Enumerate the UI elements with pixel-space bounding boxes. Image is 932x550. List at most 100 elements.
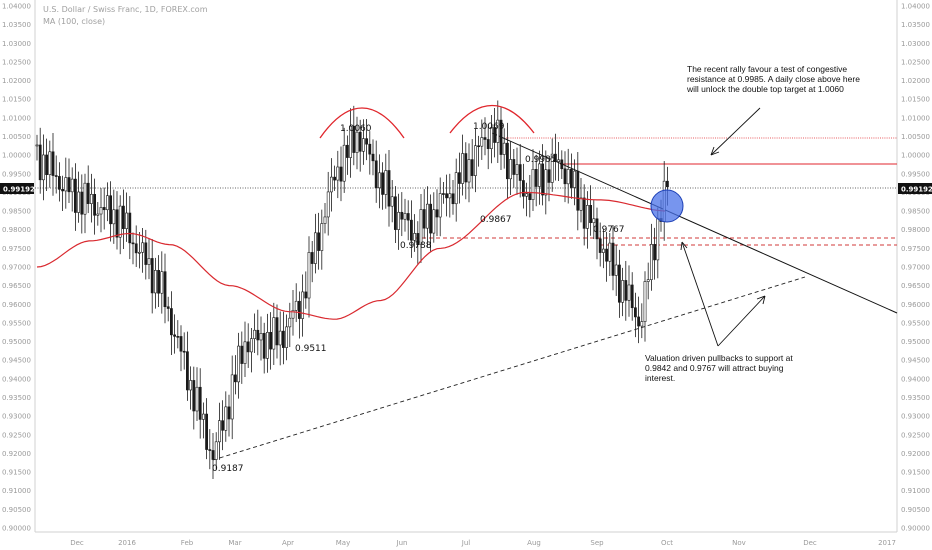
x-tick-label: Oct [661, 539, 673, 547]
candle-body [339, 166, 343, 182]
y-tick-label: 1.03000 [901, 40, 930, 48]
candle-body [202, 413, 205, 420]
candle-body [102, 207, 106, 211]
candle-body [374, 160, 378, 189]
left-price-axis[interactable]: 1.04000 1.03500 1.03000 1.02500 1.02000 1.015… [2, 3, 31, 533]
candle-body [147, 258, 151, 265]
candle-body [601, 248, 605, 253]
y-tick-label: 0.98000 [901, 226, 930, 234]
candle-body [349, 125, 353, 158]
candle-body [253, 329, 257, 339]
candle-body [665, 180, 669, 188]
resistance-arrow [710, 107, 761, 156]
support-annotation: Valuation driven pullbacks to support at… [645, 353, 793, 383]
y-tick-label: 0.94000 [901, 375, 930, 383]
y-tick-label: 0.98500 [901, 208, 930, 216]
candle-body [294, 300, 298, 311]
candle-body [486, 139, 490, 149]
candle-body [441, 193, 445, 195]
descending-trendline [491, 132, 898, 314]
right-price-axis[interactable]: 1.04000 1.03500 1.03000 1.02500 1.02000 1.015… [901, 3, 930, 533]
y-tick-label: 0.98500 [2, 208, 31, 216]
x-tick-label: 2017 [878, 539, 896, 547]
y-tick-label: 0.96500 [901, 282, 930, 290]
candle-body [451, 193, 455, 205]
candle-body [326, 191, 330, 218]
candle-body [74, 178, 77, 213]
candle-body [633, 307, 637, 318]
y-tick-label: 1.03500 [2, 21, 31, 29]
candle-body [643, 281, 647, 322]
candle-body [329, 176, 333, 193]
y-tick-label: 0.92000 [901, 450, 930, 458]
support-arrows [680, 241, 766, 347]
y-tick-label: 0.94500 [901, 357, 930, 365]
candle-body [438, 193, 442, 218]
chart-symbol-title: U.S. Dollar / Swiss Franc, 1D, FOREX.com [43, 5, 208, 14]
svg-text:will unlock the double top tar: will unlock the double top target at 1.0… [686, 84, 844, 94]
x-tick-label: Aug [527, 539, 541, 547]
y-tick-label: 1.03500 [901, 21, 930, 29]
y-tick-label: 0.90000 [2, 525, 31, 533]
candle-body [461, 153, 465, 184]
candle-body [313, 232, 317, 264]
y-tick-label: 1.01500 [2, 96, 31, 104]
y-tick-label: 0.92500 [901, 431, 930, 439]
level-label: 0.9767 [593, 225, 625, 235]
candle-body [281, 330, 285, 348]
candle-body [400, 211, 404, 220]
candle-body [547, 169, 551, 183]
y-tick-label: 0.92000 [2, 450, 31, 458]
y-tick-label: 0.93000 [901, 413, 930, 421]
candle-body [67, 177, 71, 193]
time-axis[interactable]: Dec 2016 Feb Mar Apr May Jun Jul Aug Sep Oct Nov Dec… [70, 539, 896, 547]
candle-body [310, 252, 314, 264]
y-tick-label: 0.93000 [2, 413, 31, 421]
y-tick-label: 0.99500 [2, 170, 31, 178]
level-label: 1.0060 [340, 124, 372, 134]
y-tick-label: 0.91500 [901, 469, 930, 477]
candle-body [448, 193, 452, 199]
candle-body [307, 252, 311, 299]
candle-body [320, 223, 324, 251]
candle-body [77, 191, 81, 213]
candle-body [627, 284, 631, 301]
candle-body [272, 317, 276, 350]
candle-body [569, 169, 573, 188]
candle-body [61, 189, 65, 192]
y-tick-label: 0.94500 [2, 357, 31, 365]
candlestick-series [35, 100, 669, 479]
candle-body [553, 153, 557, 162]
candle-body [195, 386, 199, 412]
candle-body [166, 306, 170, 309]
candle-body [301, 291, 305, 319]
y-tick-label: 0.93500 [2, 394, 31, 402]
y-tick-label: 0.90500 [901, 506, 930, 514]
y-tick-label: 0.96500 [2, 282, 31, 290]
candle-body [560, 159, 564, 170]
indicator-legend: MA (100, close) [43, 17, 105, 26]
candle-body [425, 203, 429, 229]
candle-body [90, 194, 93, 204]
candle-body [275, 317, 279, 346]
candle-body [304, 291, 308, 299]
svg-text:interest.: interest. [645, 373, 675, 383]
y-tick-label: 0.90500 [2, 506, 31, 514]
svg-text:resistance at 0.9985. A daily: resistance at 0.9985. A daily close abov… [687, 74, 860, 84]
candle-body [515, 164, 519, 175]
left-last-price-tag: 0.99192 [0, 183, 35, 194]
double-top-arc-left [319, 107, 405, 139]
candle-body [563, 168, 567, 185]
candle-body [454, 172, 458, 205]
y-tick-label: 1.04000 [2, 3, 31, 11]
candle-body [35, 144, 39, 147]
candle-body [470, 159, 474, 176]
candle-body [262, 333, 266, 359]
candle-body [179, 336, 183, 352]
candle-body [566, 169, 570, 185]
candle-body [115, 209, 119, 238]
y-tick-label: 1.01000 [2, 114, 31, 122]
candle-body [99, 207, 103, 215]
y-tick-label: 0.95000 [2, 338, 31, 346]
